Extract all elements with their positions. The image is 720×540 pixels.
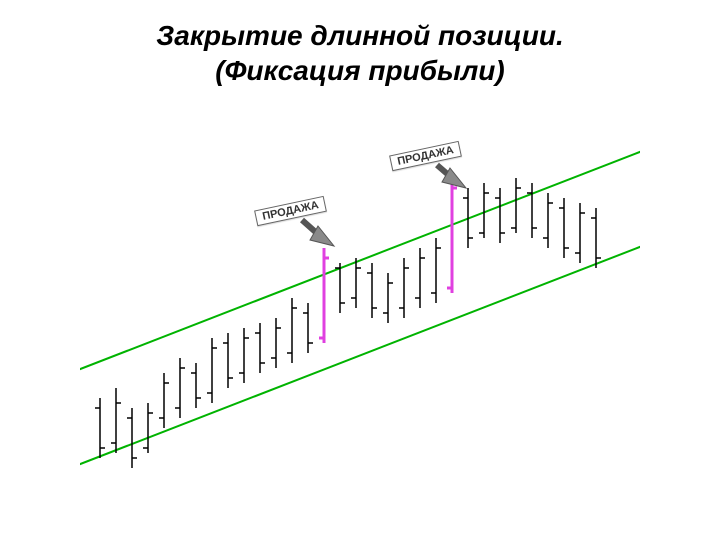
- title-line-2: (Фиксация прибыли): [0, 53, 720, 88]
- title-line-1: Закрытие длинной позиции.: [0, 18, 720, 53]
- page-title: Закрытие длинной позиции. (Фиксация приб…: [0, 0, 720, 88]
- candlestick-chart: ПРОДАЖАПРОДАЖА: [80, 108, 640, 488]
- chart-svg: [80, 108, 640, 488]
